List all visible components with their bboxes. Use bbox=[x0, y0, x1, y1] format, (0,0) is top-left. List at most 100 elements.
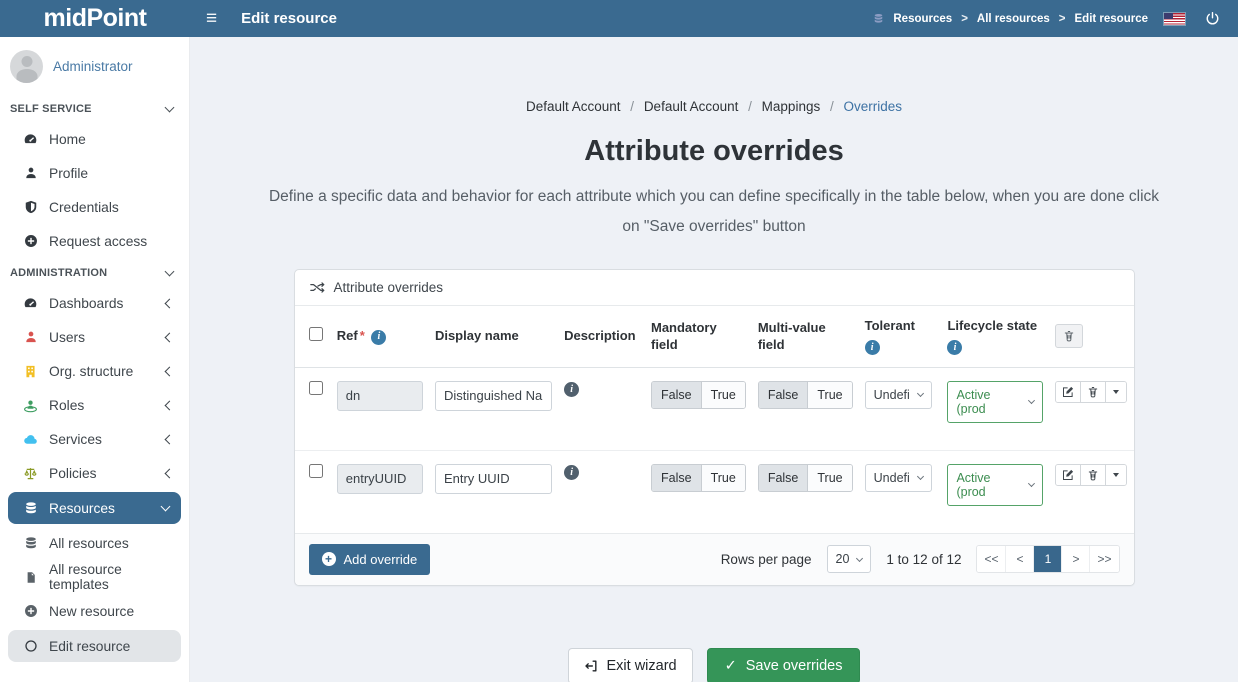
delete-selected-button[interactable] bbox=[1054, 324, 1083, 349]
save-overrides-button[interactable]: ✓ Save overrides bbox=[706, 647, 861, 682]
sidebar-item-dashboards[interactable]: Dashboards bbox=[0, 286, 189, 320]
first-page-button[interactable]: << bbox=[977, 546, 1007, 573]
sidebar-item-all-resources[interactable]: All resources bbox=[0, 526, 189, 560]
edit-button[interactable] bbox=[1055, 464, 1081, 485]
lifecycle-select[interactable]: Active (prod bbox=[947, 463, 1043, 506]
ref-input[interactable] bbox=[336, 463, 423, 494]
tolerant-select[interactable]: Undefi bbox=[864, 463, 932, 492]
chevron-down-icon bbox=[916, 390, 924, 398]
logout-power-icon[interactable] bbox=[1205, 11, 1220, 26]
plus-circle-icon: + bbox=[321, 552, 336, 567]
exit-wizard-button[interactable]: Exit wizard bbox=[567, 647, 693, 682]
column-description: Description bbox=[558, 306, 645, 368]
toggle-true-button[interactable]: True bbox=[701, 381, 745, 408]
display-name-input[interactable] bbox=[434, 463, 553, 494]
chevron-left-icon bbox=[164, 332, 175, 342]
section-administration[interactable]: ADMINISTRATION bbox=[0, 258, 189, 286]
description-info-icon[interactable]: i bbox=[564, 382, 580, 398]
wizard-breadcrumb: Default Account / Default Account / Mapp… bbox=[190, 99, 1238, 114]
database-icon bbox=[873, 13, 884, 24]
display-name-input[interactable] bbox=[434, 380, 553, 411]
section-self-service[interactable]: SELF SERVICE bbox=[0, 94, 189, 122]
delete-button[interactable] bbox=[1080, 464, 1106, 485]
row-checkbox[interactable] bbox=[308, 463, 323, 478]
sidebar-item-new-resource[interactable]: New resource bbox=[0, 594, 189, 628]
more-actions-button[interactable] bbox=[1105, 464, 1126, 485]
wizard-crumb[interactable]: Mappings bbox=[761, 99, 821, 114]
more-actions-button[interactable] bbox=[1105, 381, 1126, 402]
breadcrumb-resources[interactable]: Resources bbox=[893, 12, 953, 25]
wizard-crumb[interactable]: Default Account bbox=[525, 99, 621, 114]
pagination: << < 1 > >> bbox=[976, 545, 1120, 574]
chevron-left-icon bbox=[164, 298, 175, 308]
column-lifecycle: Lifecycle state i bbox=[941, 306, 1049, 368]
panel-header: Attribute overrides bbox=[294, 270, 1134, 307]
user-block[interactable]: Administrator bbox=[0, 37, 189, 94]
info-icon[interactable]: i bbox=[371, 329, 387, 345]
panel-title: Attribute overrides bbox=[333, 280, 444, 296]
info-icon[interactable]: i bbox=[947, 339, 963, 355]
page-1-button[interactable]: 1 bbox=[1034, 546, 1063, 573]
ref-input[interactable] bbox=[336, 380, 423, 411]
column-multivalue: Multi-value field bbox=[751, 306, 859, 368]
sidebar-item-profile[interactable]: Profile bbox=[0, 156, 189, 190]
column-mandatory: Mandatory field bbox=[644, 306, 752, 368]
sidebar-item-users[interactable]: Users bbox=[0, 320, 189, 354]
row-checkbox[interactable] bbox=[308, 380, 323, 395]
midpoint-logo[interactable]: midPoint bbox=[43, 4, 147, 32]
wizard-crumb[interactable]: Default Account bbox=[643, 99, 739, 114]
lifecycle-select[interactable]: Active (prod bbox=[947, 380, 1043, 423]
column-actions bbox=[1048, 306, 1134, 368]
sidebar-item-label: Resources bbox=[49, 500, 115, 516]
column-label: Display name bbox=[434, 328, 519, 344]
edit-button[interactable] bbox=[1055, 381, 1081, 402]
chevron-down-icon bbox=[164, 102, 175, 112]
info-icon[interactable]: i bbox=[864, 339, 880, 355]
wizard-crumb-current[interactable]: Overrides bbox=[843, 99, 903, 114]
exit-wizard-label: Exit wizard bbox=[606, 657, 677, 674]
toggle-false-button[interactable]: False bbox=[758, 464, 809, 491]
toggle-true-button[interactable]: True bbox=[701, 464, 745, 491]
add-override-button[interactable]: + Add override bbox=[308, 543, 431, 575]
caret-down-icon bbox=[1112, 390, 1119, 395]
toggle-false-button[interactable]: False bbox=[651, 381, 702, 408]
tachometer-icon bbox=[22, 296, 39, 311]
locale-flag-icon[interactable] bbox=[1164, 12, 1185, 25]
toggle-true-button[interactable]: True bbox=[808, 381, 852, 408]
delete-button[interactable] bbox=[1080, 381, 1106, 402]
last-page-button[interactable]: >> bbox=[1090, 546, 1119, 573]
tolerant-select[interactable]: Undefi bbox=[864, 380, 932, 409]
rows-per-page-select[interactable]: 20 bbox=[826, 545, 872, 574]
breadcrumb-all-resources[interactable]: All resources bbox=[976, 12, 1050, 25]
add-override-label: Add override bbox=[343, 551, 418, 567]
sidebar-item-all-resource-templates[interactable]: All resource templates bbox=[0, 560, 189, 594]
toggle-false-button[interactable]: False bbox=[651, 464, 702, 491]
sidebar-item-label: Org. structure bbox=[49, 363, 134, 379]
sidebar-item-credentials[interactable]: Credentials bbox=[0, 190, 189, 224]
sidebar-item-label: Services bbox=[49, 431, 102, 447]
menu-toggle-icon[interactable]: ≡ bbox=[206, 8, 218, 29]
next-page-button[interactable]: > bbox=[1062, 546, 1091, 573]
prev-page-button[interactable]: < bbox=[1006, 546, 1035, 573]
sidebar-item-org-structure[interactable]: Org. structure bbox=[0, 354, 189, 388]
chevron-down-icon bbox=[916, 473, 924, 481]
sidebar-item-home[interactable]: Home bbox=[0, 122, 189, 156]
sidebar-item-policies[interactable]: Policies bbox=[0, 456, 189, 490]
crumb-separator: / bbox=[829, 99, 834, 114]
sidebar-item-resources[interactable]: Resources bbox=[8, 492, 181, 524]
sidebar: Administrator SELF SERVICE Home Profile … bbox=[0, 37, 190, 682]
sidebar-item-services[interactable]: Services bbox=[0, 422, 189, 456]
sidebar-item-request-access[interactable]: Request access bbox=[0, 224, 189, 258]
column-label: Mandatory field bbox=[650, 319, 717, 353]
select-all-checkbox[interactable] bbox=[308, 326, 323, 341]
toggle-false-button[interactable]: False bbox=[758, 381, 809, 408]
sidebar-item-roles[interactable]: Roles bbox=[0, 388, 189, 422]
sidebar-item-edit-resource[interactable]: Edit resource bbox=[8, 630, 181, 662]
column-label: Multi-value field bbox=[757, 319, 826, 353]
toggle-true-button[interactable]: True bbox=[808, 464, 852, 491]
description-info-icon[interactable]: i bbox=[564, 465, 580, 481]
chevron-left-icon bbox=[164, 400, 175, 410]
user-name[interactable]: Administrator bbox=[53, 59, 133, 74]
page-heading: Attribute overrides bbox=[584, 135, 844, 167]
